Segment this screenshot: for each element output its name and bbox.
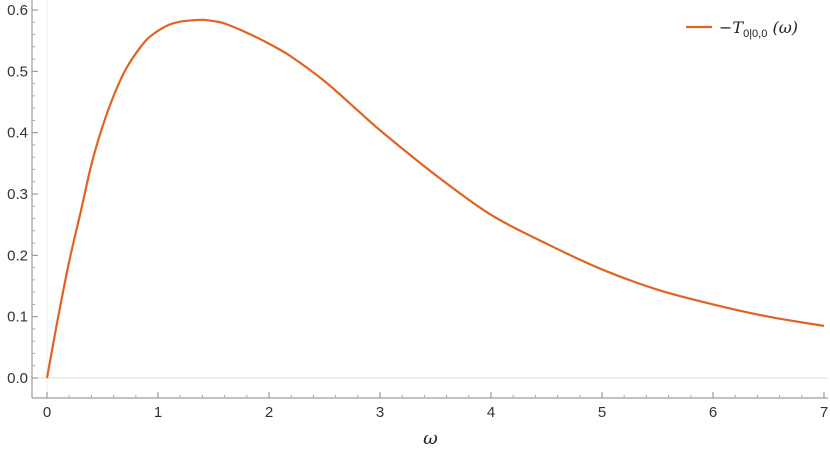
legend-symbol: T (732, 18, 744, 37)
x-tick-label: 4 (487, 404, 495, 421)
legend: −T0|0,0 (ω) (686, 18, 798, 40)
y-tick-label: 0.6 (7, 2, 28, 19)
y-axis-ticks: 0.0 0.1 0.2 0.3 0.4 0.5 0.6 (7, 2, 38, 387)
x-axis-title: ω (423, 428, 438, 449)
legend-subscript: 0|0,0 (743, 28, 767, 40)
legend-suffix: (ω) (767, 18, 798, 37)
x-tick-label: 7 (820, 404, 828, 421)
y-tick-label: 0.1 (7, 309, 28, 326)
y-tick-label: 0.3 (7, 186, 28, 203)
y-tick-label: 0.4 (7, 125, 28, 142)
legend-prefix: − (719, 18, 732, 37)
x-tick-label: 3 (376, 404, 384, 421)
x-tick-label: 2 (265, 404, 273, 421)
legend-label: −T0|0,0 (ω) (719, 18, 798, 40)
x-tick-label: 1 (154, 404, 162, 421)
x-axis-ticks: 0 1 2 3 4 5 6 7 (43, 392, 828, 421)
x-tick-label: 0 (43, 404, 51, 421)
x-tick-label: 6 (709, 404, 717, 421)
y-tick-label: 0.5 (7, 63, 28, 80)
series-line (45, 18, 825, 379)
y-tick-label: 0.0 (7, 370, 28, 387)
x-tick-label: 5 (598, 404, 606, 421)
y-tick-label: 0.2 (7, 247, 28, 264)
